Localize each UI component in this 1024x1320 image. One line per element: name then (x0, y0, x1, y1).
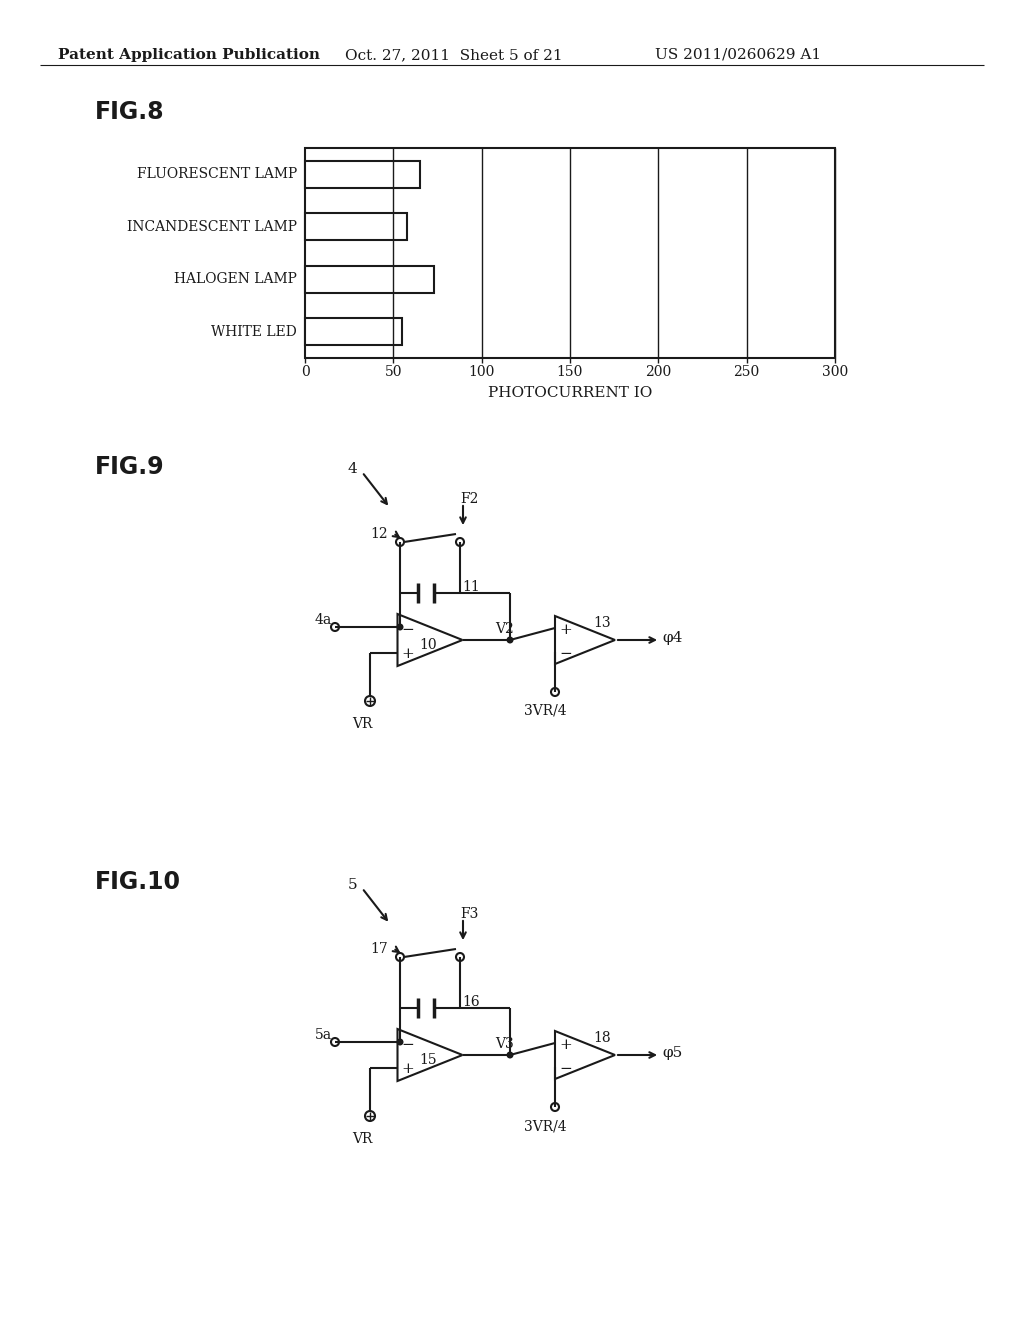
Text: VR: VR (352, 717, 372, 731)
Text: φ5: φ5 (662, 1045, 682, 1060)
Bar (305, 265, 434, 293)
Circle shape (507, 636, 513, 644)
Text: 150: 150 (557, 366, 584, 379)
Text: F2: F2 (460, 492, 478, 506)
Bar (305, 148, 835, 358)
Bar (305, 318, 402, 346)
Text: FLUORESCENT LAMP: FLUORESCENT LAMP (137, 168, 297, 181)
Text: 250: 250 (733, 366, 760, 379)
Circle shape (396, 623, 403, 631)
Text: VR: VR (352, 1133, 372, 1146)
Text: 3VR/4: 3VR/4 (523, 704, 566, 718)
Text: 50: 50 (385, 366, 402, 379)
Text: −: − (559, 1063, 571, 1076)
Text: φ4: φ4 (662, 631, 682, 645)
Text: −: − (559, 647, 571, 661)
Text: 0: 0 (301, 366, 309, 379)
Circle shape (396, 1039, 403, 1045)
Text: 10: 10 (419, 638, 437, 652)
Text: WHITE LED: WHITE LED (211, 325, 297, 339)
Bar (305, 161, 420, 187)
Text: Patent Application Publication: Patent Application Publication (58, 48, 319, 62)
Text: 4a: 4a (315, 612, 332, 627)
Text: 5: 5 (348, 878, 357, 892)
Text: US 2011/0260629 A1: US 2011/0260629 A1 (655, 48, 821, 62)
Text: 17: 17 (370, 942, 388, 956)
Text: 300: 300 (822, 366, 848, 379)
Text: PHOTOCURRENT IO: PHOTOCURRENT IO (487, 385, 652, 400)
Text: −: − (401, 1038, 415, 1052)
Text: 11: 11 (462, 579, 480, 594)
Text: 13: 13 (593, 616, 610, 630)
Text: +: + (559, 623, 571, 638)
Text: 16: 16 (462, 995, 479, 1008)
Text: FIG.9: FIG.9 (95, 455, 165, 479)
Text: Oct. 27, 2011  Sheet 5 of 21: Oct. 27, 2011 Sheet 5 of 21 (345, 48, 562, 62)
Text: 5a: 5a (315, 1028, 332, 1041)
Text: INCANDESCENT LAMP: INCANDESCENT LAMP (127, 219, 297, 234)
Text: 4: 4 (348, 462, 357, 477)
Text: V2: V2 (495, 622, 514, 636)
Text: 18: 18 (593, 1031, 610, 1045)
Text: 100: 100 (468, 366, 495, 379)
Text: FIG.10: FIG.10 (95, 870, 181, 894)
Text: 200: 200 (645, 366, 672, 379)
Text: +: + (401, 647, 415, 661)
Text: 3VR/4: 3VR/4 (523, 1119, 566, 1133)
Text: +: + (559, 1038, 571, 1052)
Circle shape (507, 1052, 513, 1059)
Text: −: − (401, 623, 415, 638)
Text: HALOGEN LAMP: HALOGEN LAMP (174, 272, 297, 286)
Text: FIG.8: FIG.8 (95, 100, 165, 124)
Text: F3: F3 (460, 907, 478, 921)
Text: 12: 12 (370, 527, 388, 541)
Text: +: + (401, 1063, 415, 1076)
Bar (305, 213, 408, 240)
Text: V3: V3 (495, 1038, 514, 1051)
Text: 15: 15 (419, 1053, 437, 1067)
